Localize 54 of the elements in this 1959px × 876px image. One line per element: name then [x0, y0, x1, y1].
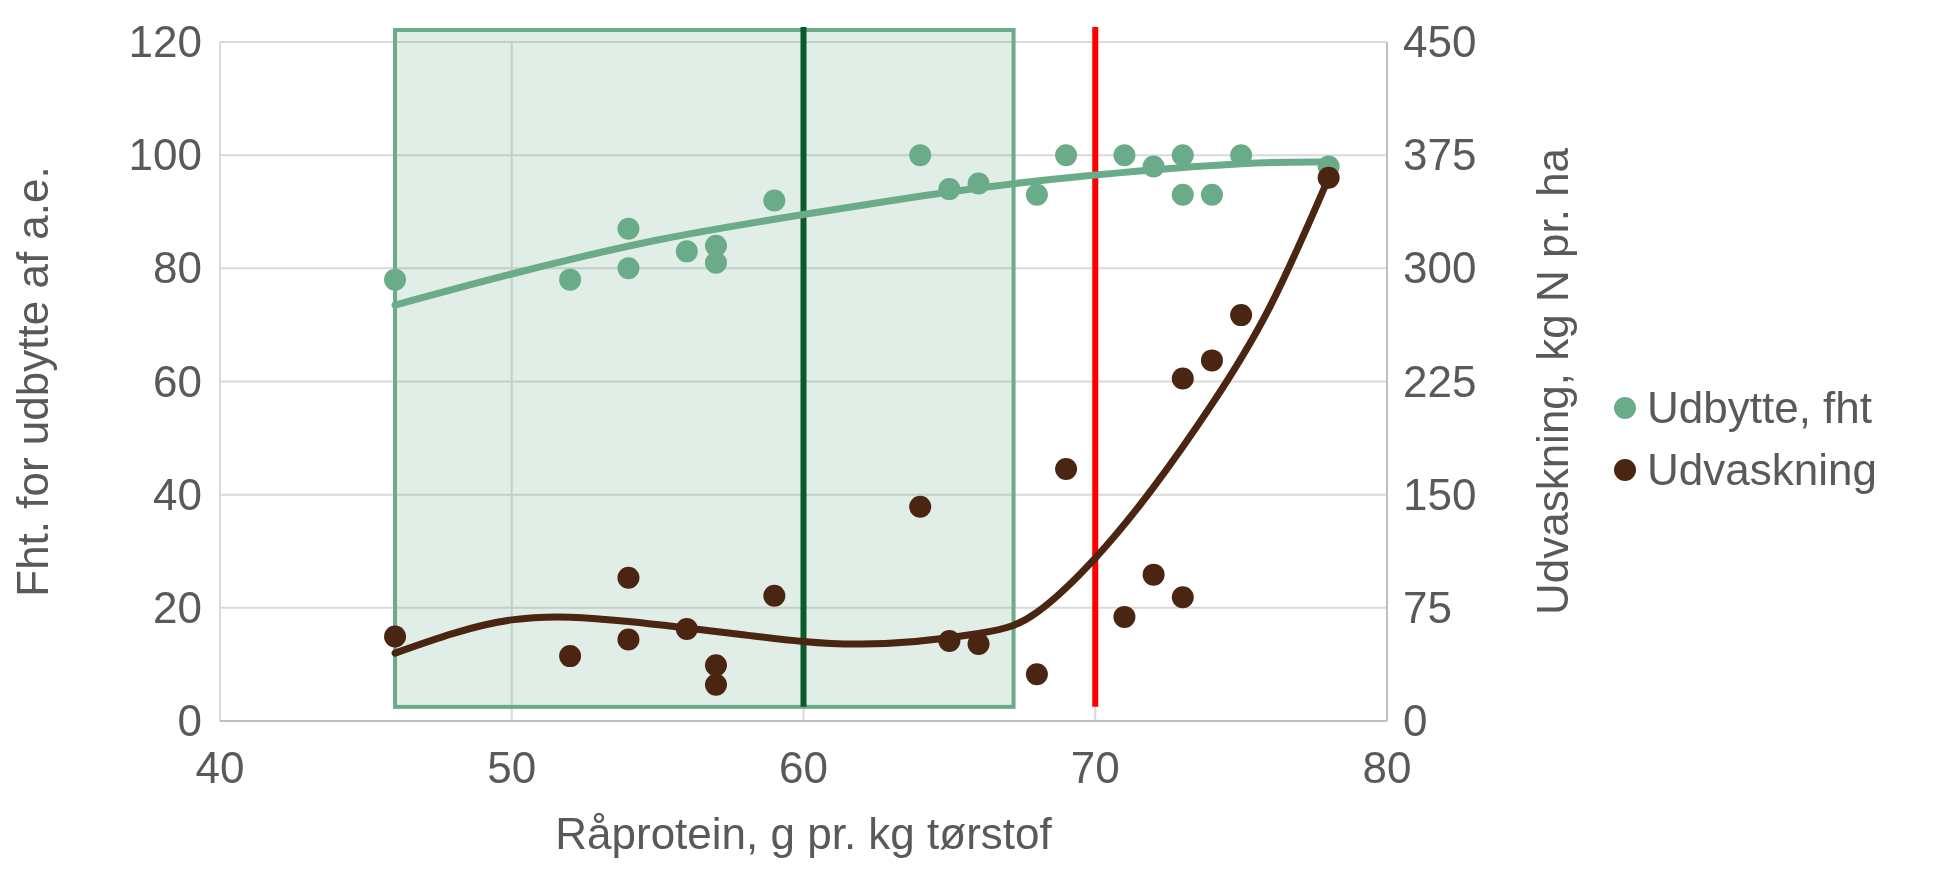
x-tick-label: 50: [487, 743, 537, 792]
point: [909, 144, 932, 167]
y2-tick-label: 300: [1403, 243, 1477, 293]
point: [559, 645, 582, 668]
y-tick-label: 100: [128, 130, 202, 180]
point: [384, 268, 407, 291]
point: [704, 673, 727, 696]
point: [1200, 349, 1223, 372]
point: [1025, 663, 1048, 686]
y2-tick-label: 375: [1403, 130, 1477, 180]
x-tick-label: 70: [1070, 743, 1120, 792]
y-tick-label: 120: [128, 17, 202, 66]
point: [1171, 367, 1194, 390]
point: [617, 566, 640, 589]
y2-tick-label: 150: [1403, 469, 1477, 519]
point: [763, 189, 786, 212]
legend-label: Udvaskning: [1647, 445, 1877, 494]
point: [763, 584, 786, 607]
point: [384, 625, 407, 648]
x-tick-label: 60: [779, 743, 828, 792]
point: [1055, 458, 1078, 481]
y-tick-label: 40: [153, 469, 202, 519]
point: [1171, 183, 1194, 206]
y-tick-label: 0: [177, 696, 202, 745]
legend-label: Udbytte, fht: [1647, 383, 1873, 432]
point: [1230, 304, 1253, 327]
y-axis-title: Fht. for udbytte af a.e.: [8, 166, 57, 597]
point: [704, 654, 727, 677]
point: [1025, 183, 1048, 206]
y-tick-label: 20: [153, 582, 202, 632]
point: [1113, 605, 1136, 628]
point: [1142, 563, 1165, 586]
point: [1055, 144, 1078, 167]
point: [1200, 183, 1223, 206]
x-tick-label: 80: [1362, 743, 1412, 792]
point: [1171, 586, 1194, 609]
y2-axis-title: Udvaskning, kg N pr. ha: [1528, 147, 1577, 616]
y2-tick-label: 225: [1403, 356, 1477, 406]
point: [1113, 144, 1136, 167]
point: [675, 240, 698, 263]
y2-tick-label: 75: [1403, 582, 1452, 632]
x-tick-label: 40: [195, 743, 245, 792]
y-tick-label: 60: [153, 356, 202, 406]
point: [1171, 144, 1194, 167]
point: [559, 268, 582, 291]
y-tick-label: 80: [153, 243, 202, 293]
point: [617, 257, 640, 280]
point: [617, 628, 640, 651]
point: [909, 495, 932, 518]
x-axis-title: Råprotein, g pr. kg tørstof: [555, 809, 1053, 858]
y2-tick-label: 450: [1403, 17, 1477, 66]
point: [704, 251, 727, 274]
y2-tick-label: 0: [1403, 696, 1428, 745]
point: [617, 217, 640, 240]
